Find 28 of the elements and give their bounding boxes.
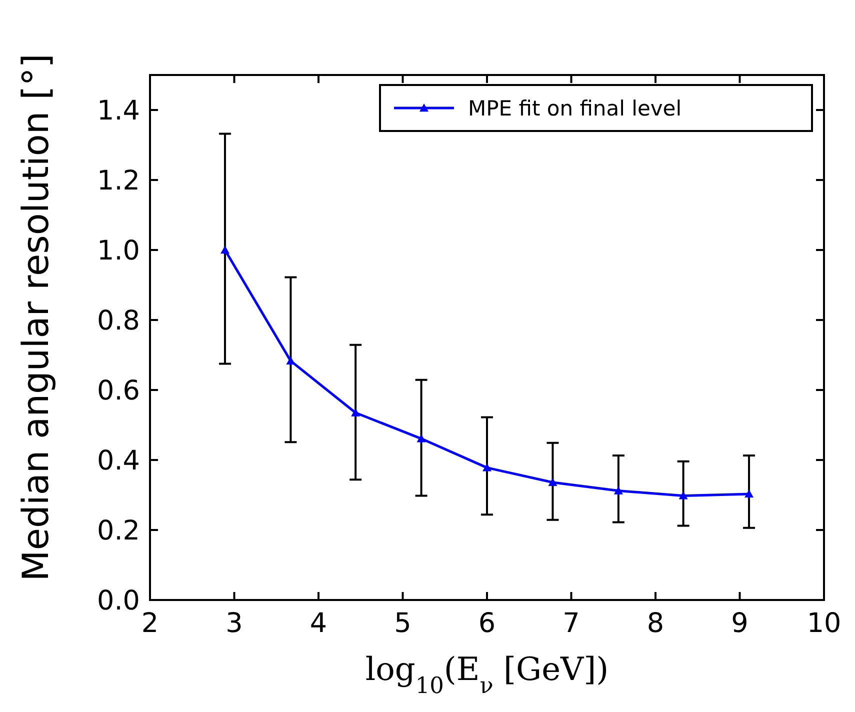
point [614, 486, 623, 494]
point [416, 434, 426, 442]
point [482, 463, 492, 472]
x-tick-label: 6 [478, 608, 496, 639]
y-tick-label: 0.0 [97, 585, 140, 616]
x-tick-label: 8 [646, 608, 664, 639]
x-tick-label: 3 [226, 608, 243, 639]
point [744, 489, 754, 498]
point [220, 246, 230, 254]
y-axis-title: Median angular resolution [°] [16, 54, 57, 582]
x-axis-title: log$_{10}$(E$_{ν}$ [GeV]) [365, 650, 609, 699]
y-tick-label: 0.2 [97, 515, 140, 546]
x-tick-label: 10 [806, 608, 842, 639]
x-tick-label: 2 [141, 608, 159, 639]
x-tick-label: 7 [562, 608, 580, 639]
y-tick-label: 0.8 [97, 305, 140, 336]
x-tick-label: 9 [731, 608, 748, 639]
y-tick-label: 0.4 [97, 445, 140, 476]
y-tick-label: 1.0 [97, 235, 140, 266]
x-tick-label: 4 [310, 608, 328, 639]
point [351, 408, 360, 416]
legend-label: MPE fit on final level [468, 96, 682, 120]
point [678, 491, 688, 500]
y-tick-label: 0.6 [97, 375, 140, 406]
y-tick-label: 1.2 [97, 165, 140, 196]
x-tick-label: 5 [394, 608, 412, 639]
y-tick-label: 1.4 [97, 95, 140, 126]
point [548, 478, 558, 486]
